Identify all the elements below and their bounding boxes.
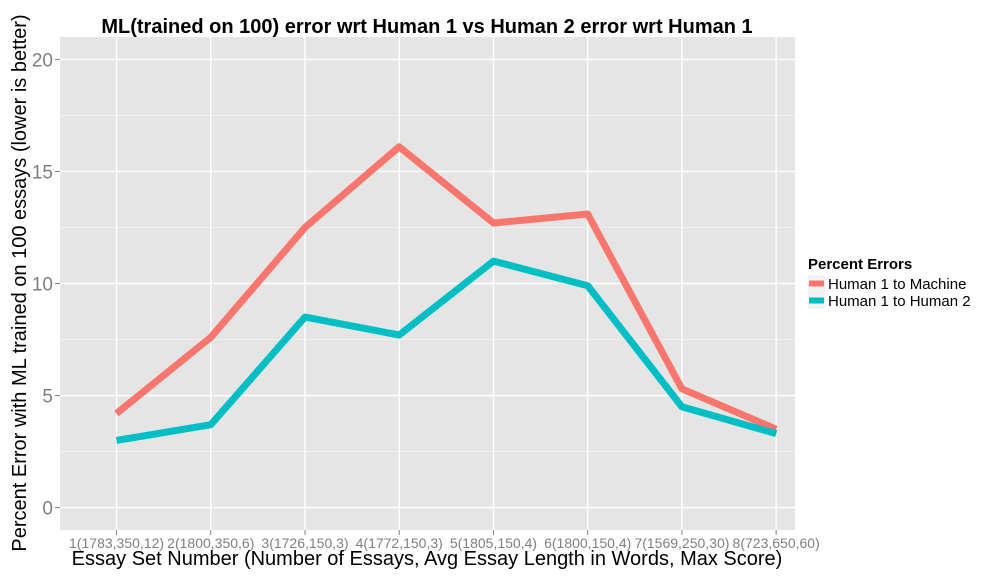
legend-label: Human 1 to Machine	[828, 276, 966, 293]
y-axis-label: Percent Error with ML trained on 100 ess…	[9, 14, 31, 551]
legend-title: Percent Errors	[808, 256, 912, 273]
y-tick-label: 10	[32, 275, 53, 296]
x-tick-label: 3(1726,150,3)	[261, 535, 348, 551]
x-axis-label: Essay Set Number (Number of Essays, Avg …	[72, 548, 783, 570]
x-tick-label: 5(1805,150,4)	[450, 535, 537, 551]
y-tick-label: 20	[32, 50, 53, 71]
x-tick-label: 4(1772,150,3)	[356, 535, 443, 551]
series-lines	[114, 143, 778, 444]
x-tick-label: 7(1569,250,30)	[634, 535, 729, 551]
legend-label: Human 1 to Human 2	[828, 293, 971, 310]
minor-gridlines	[60, 115, 795, 452]
series-line-1	[115, 257, 778, 444]
y-tick-label: 0	[42, 499, 53, 520]
y-tick-label: 5	[42, 387, 53, 408]
y-axis-ticks: 0 5 10 15 20	[32, 50, 60, 520]
x-tick-label: 8(723,650,60)	[733, 535, 820, 551]
x-tick-label: 1(1783,350,12)	[69, 535, 164, 551]
x-axis-ticks: 1(1783,350,12) 2(1800,350,6) 3(1726,150,3)…	[69, 530, 820, 551]
y-tick-label: 15	[32, 162, 53, 183]
series-line-0	[114, 143, 778, 433]
x-tick-label: 6(1800,150,4)	[544, 535, 631, 551]
chart-title: ML(trained on 100) error wrt Human 1 vs …	[101, 16, 752, 38]
x-tick-label: 2(1800,350,6)	[167, 535, 254, 551]
